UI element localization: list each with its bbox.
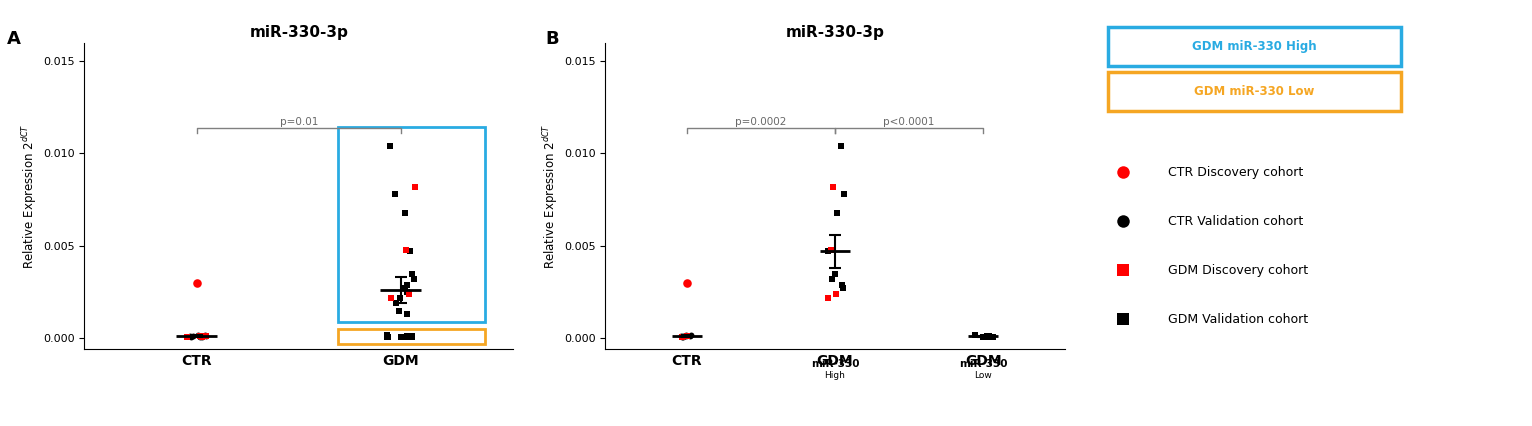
Point: [388, 294, 412, 301]
Point: [669, 333, 694, 340]
Point: [195, 333, 219, 340]
Point: [185, 332, 210, 339]
Title: miR-330-3p: miR-330-3p: [786, 25, 884, 40]
Point: [395, 311, 420, 318]
Point: [832, 285, 856, 292]
Point: [184, 279, 208, 286]
Point: [980, 334, 1005, 340]
Text: miR-330: miR-330: [810, 360, 859, 369]
Point: [394, 209, 418, 216]
Point: [977, 333, 1002, 340]
Point: [979, 333, 1003, 340]
Text: miR-330: miR-330: [959, 360, 1008, 369]
Point: [190, 333, 214, 340]
Point: [375, 334, 400, 340]
Point: [973, 333, 997, 340]
Point: [400, 270, 424, 277]
Point: [671, 333, 696, 340]
Point: [820, 183, 844, 190]
Point: [824, 291, 849, 297]
Point: [389, 334, 414, 340]
FancyBboxPatch shape: [1108, 72, 1400, 111]
Text: GDM miR-330 Low: GDM miR-330 Low: [1193, 85, 1314, 98]
Point: [395, 289, 420, 296]
Text: B: B: [545, 30, 559, 48]
Point: [679, 331, 703, 338]
Point: [187, 333, 211, 340]
Point: [397, 332, 421, 339]
Point: [829, 143, 853, 150]
FancyBboxPatch shape: [1108, 27, 1400, 66]
Text: Low: Low: [974, 371, 993, 380]
Point: [383, 191, 408, 198]
Point: [400, 334, 424, 340]
Point: [389, 334, 414, 340]
Point: [823, 270, 847, 277]
Text: High: High: [824, 371, 846, 380]
Point: [671, 334, 696, 340]
Point: [193, 333, 218, 340]
Text: A: A: [8, 30, 21, 48]
Y-axis label: Relative Expression 2$^{dCT}$: Relative Expression 2$^{dCT}$: [541, 123, 559, 269]
Point: [383, 300, 408, 307]
Point: [674, 333, 699, 340]
Title: miR-330-3p: miR-330-3p: [250, 25, 348, 40]
Bar: [337, 329, 484, 344]
Text: GDM Discovery cohort: GDM Discovery cohort: [1167, 264, 1308, 277]
Point: [375, 333, 400, 340]
Point: [187, 333, 211, 340]
Point: [175, 334, 199, 340]
Point: [974, 332, 999, 339]
Text: CTR Discovery cohort: CTR Discovery cohort: [1167, 166, 1302, 178]
Point: [971, 334, 996, 340]
Point: [391, 333, 415, 340]
Point: [832, 191, 856, 198]
Point: [401, 276, 426, 282]
Point: [395, 281, 420, 288]
Point: [676, 332, 700, 339]
Point: [193, 331, 218, 338]
Point: [820, 246, 844, 253]
Point: [668, 333, 692, 340]
Point: [178, 333, 202, 340]
Point: [388, 307, 412, 314]
Point: [398, 334, 423, 340]
Point: [395, 333, 420, 340]
Point: [380, 294, 404, 301]
Point: [964, 331, 988, 338]
Text: GDM miR-330 High: GDM miR-330 High: [1192, 40, 1316, 53]
Point: [669, 333, 694, 340]
Point: [178, 334, 202, 340]
Text: p<0.0001: p<0.0001: [884, 117, 935, 127]
Point: [830, 281, 855, 288]
Bar: [337, 127, 484, 322]
Point: [397, 291, 421, 297]
Point: [181, 333, 205, 340]
Point: [815, 248, 840, 255]
Text: p=0.01: p=0.01: [279, 117, 319, 127]
Point: [389, 334, 414, 340]
Point: [400, 333, 424, 340]
Point: [190, 334, 214, 340]
Point: [817, 294, 841, 301]
Point: [974, 334, 999, 340]
Text: CTR Validation cohort: CTR Validation cohort: [1167, 215, 1302, 227]
Text: GDM Validation cohort: GDM Validation cohort: [1167, 313, 1308, 326]
Y-axis label: Relative Expression 2$^{dCT}$: Relative Expression 2$^{dCT}$: [20, 123, 38, 269]
Point: [397, 248, 421, 255]
Point: [824, 209, 849, 216]
Point: [403, 183, 427, 190]
Point: [820, 276, 844, 282]
Point: [187, 332, 211, 339]
Point: [392, 285, 417, 292]
Text: p=0.0002: p=0.0002: [735, 117, 786, 127]
Point: [394, 246, 418, 253]
Point: [377, 143, 401, 150]
Point: [677, 333, 702, 340]
Point: [674, 279, 699, 286]
Point: [674, 332, 699, 339]
Point: [375, 331, 400, 338]
